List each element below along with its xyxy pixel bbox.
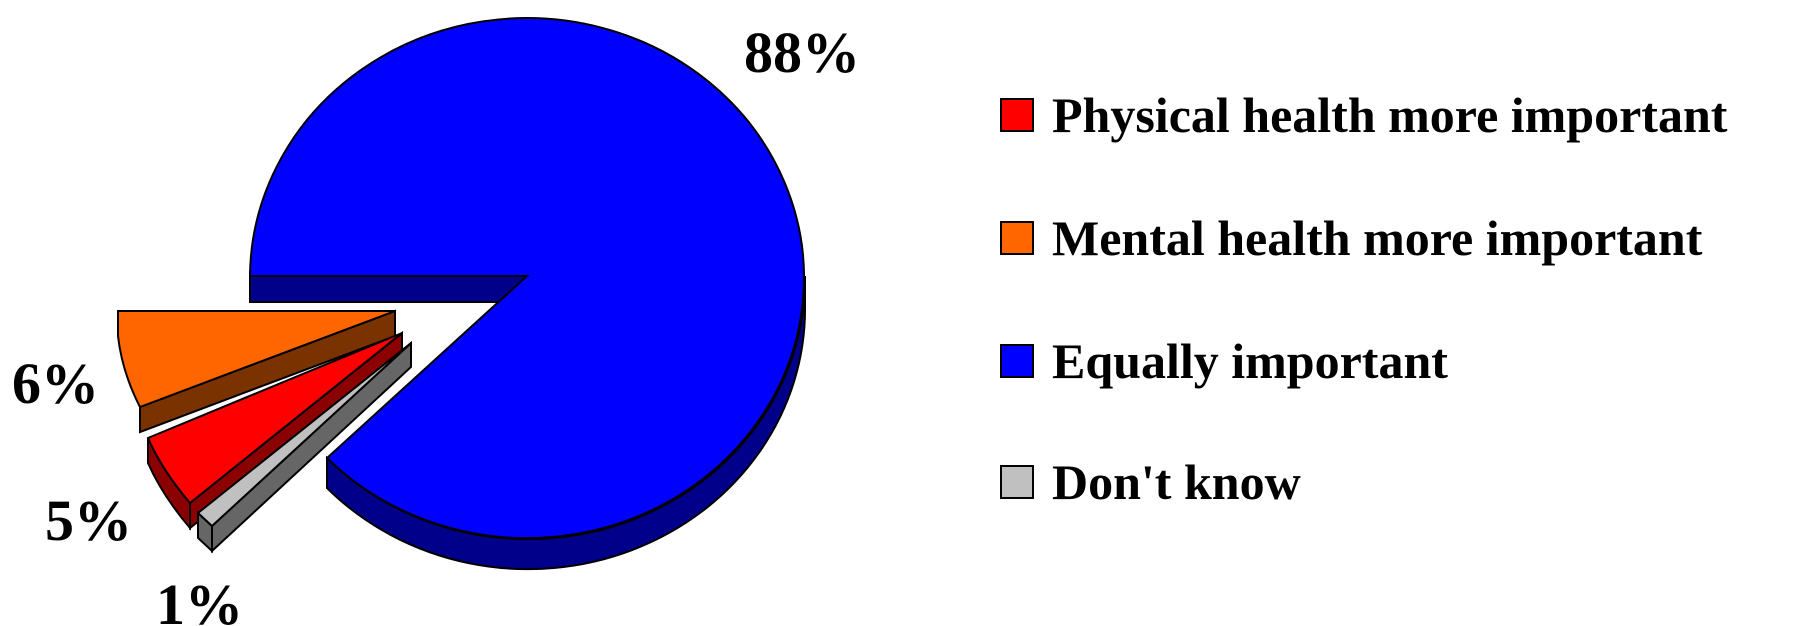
label-physical-health: 5%	[45, 488, 132, 553]
legend-item-equally-important: Equally important	[1000, 336, 1448, 386]
legend-item-dont-know: Don't know	[1000, 457, 1301, 507]
label-mental-health: 6%	[12, 351, 99, 416]
legend-item-mental-health: Mental health more important	[1000, 213, 1702, 263]
legend-label-dont-know: Don't know	[1052, 454, 1301, 510]
slice-equally-important	[248, 17, 807, 571]
legend-swatch-physical-health	[1000, 98, 1034, 132]
slice-mental-health	[117, 309, 396, 434]
legend-item-physical-health: Physical health more important	[1000, 90, 1727, 140]
legend-label-equally-important: Equally important	[1052, 333, 1448, 389]
slice-equally-important-edge	[326, 275, 807, 571]
slice-mental-health-top	[117, 310, 396, 409]
legend-swatch-equally-important	[1000, 344, 1034, 378]
legend-swatch-mental-health	[1000, 221, 1034, 255]
slice-dont-know-top	[196, 342, 412, 528]
label-equally-important: 88%	[744, 20, 860, 85]
label-dont-know: 1%	[156, 572, 243, 626]
slice-physical-health-top	[146, 332, 403, 505]
legend-label-mental-health: Mental health more important	[1052, 210, 1703, 266]
legend-label-physical-health: Physical health more important	[1052, 87, 1728, 143]
slice-equally-important-top	[248, 17, 805, 540]
slice-dont-know	[196, 340, 412, 554]
legend-swatch-dont-know	[1000, 465, 1034, 499]
